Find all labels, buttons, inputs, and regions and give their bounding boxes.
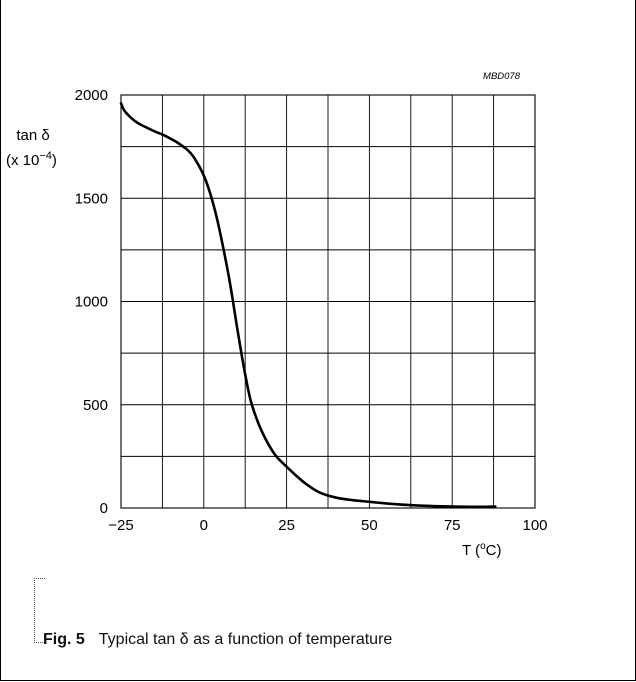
y-tick-label: 1500 (75, 190, 108, 207)
x-axis-label: T (oC) (462, 541, 501, 559)
y-axis-label-line1: tan δ (16, 127, 49, 144)
caption-text: Typical tan δ as a function of temperatu… (98, 631, 393, 648)
y-axis-label-exponent: −4 (39, 150, 52, 162)
y-axis-label-prefix: (x 10 (6, 152, 39, 169)
plot-border (120, 94, 536, 509)
y-tick-label: 1000 (75, 294, 108, 311)
x-axis-label-prefix: T ( (462, 542, 480, 559)
figure-caption: Fig. 5 Typical tan δ as a function of tem… (43, 631, 392, 649)
x-tick-label: 25 (278, 517, 295, 534)
y-tick-label: 2000 (75, 87, 108, 104)
figure-number: Fig. 5 (43, 631, 85, 648)
x-tick-label: 0 (200, 517, 208, 534)
series-line-0 (119, 101, 497, 509)
grid (120, 94, 536, 509)
caption-bracket (34, 578, 45, 643)
y-tick-label: 0 (100, 500, 108, 517)
y-tick-label: 500 (83, 397, 108, 414)
y-axis-label-line2: (x 10−4) (6, 150, 57, 169)
x-tick-label: 50 (361, 517, 378, 534)
x-axis-label-degree: o (480, 541, 486, 552)
figure-code: MBD078 (483, 71, 521, 82)
x-tick-label: 100 (522, 517, 547, 534)
x-tick-label: 75 (444, 517, 461, 534)
series-layer (119, 101, 497, 509)
x-tick-label: −25 (108, 517, 133, 534)
y-axis-label-close: ) (52, 152, 57, 169)
x-axis-label-unit: C) (486, 542, 502, 559)
